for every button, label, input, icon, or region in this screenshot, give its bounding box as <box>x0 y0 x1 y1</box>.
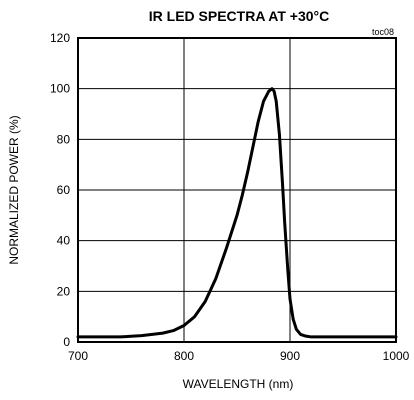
chart-tag: toc08 <box>372 27 394 37</box>
y-tick-label: 20 <box>57 284 71 298</box>
x-tick-label: 900 <box>280 349 300 363</box>
y-tick-label: 40 <box>57 234 71 248</box>
x-tick-label: 1000 <box>383 349 410 363</box>
series-line <box>76 87 398 339</box>
tick-labels: 700 800 900 1000 0 20 40 60 80 100 120 <box>50 31 410 363</box>
chart-title: IR LED SPECTRA AT +30°C <box>149 8 330 24</box>
y-tick-label: 120 <box>50 31 70 45</box>
y-tick-label: 0 <box>63 335 70 349</box>
y-tick-label: 100 <box>50 82 70 96</box>
grid <box>78 38 396 342</box>
x-tick-label: 700 <box>68 349 88 363</box>
plot-frame <box>77 37 397 343</box>
y-tick-label: 80 <box>57 132 71 146</box>
x-axis-label: WAVELENGTH (nm) <box>183 377 294 391</box>
y-axis-label: NORMALIZED POWER (%) <box>7 115 21 264</box>
x-tick-label: 800 <box>174 349 194 363</box>
y-tick-label: 60 <box>57 183 71 197</box>
